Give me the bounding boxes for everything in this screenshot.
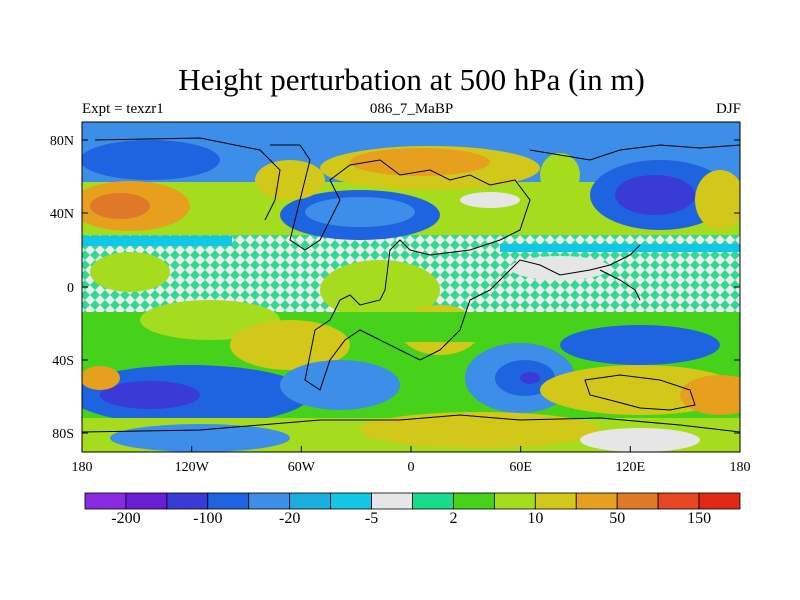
- filled-contours: [82, 122, 740, 452]
- colorbar-label: 10: [527, 510, 544, 527]
- y-tick-label: 80S: [52, 427, 74, 442]
- y-tick-label: 0: [67, 281, 74, 296]
- y-tick-label: 40N: [50, 207, 74, 222]
- colorbar: [84, 492, 741, 510]
- colorbar-swatch: [575, 492, 618, 510]
- colorbar-swatch: [453, 492, 495, 510]
- colorbar-swatch: [84, 492, 127, 510]
- x-tick-label: 180: [730, 460, 751, 475]
- y-tick-label: 40S: [52, 354, 74, 369]
- colorbar-swatch: [412, 492, 454, 510]
- period-label: 086_7_MaBP: [369, 101, 454, 117]
- colorbar-swatch: [657, 492, 700, 510]
- season-label: DJF: [715, 101, 741, 117]
- x-tick-label: 120E: [616, 460, 646, 475]
- colorbar-label: -20: [279, 510, 301, 527]
- x-tick-label: 120W: [175, 460, 210, 475]
- colorbar-swatch: [125, 492, 168, 510]
- x-tick-labels: 180 120W 60W 0 60E 120E 180: [72, 460, 751, 475]
- continent-outlines: [82, 137, 740, 433]
- x-tick-label: 0: [408, 460, 415, 475]
- experiment-label: Expt = texzr1: [82, 101, 164, 117]
- colorbar-swatch: [616, 492, 659, 510]
- colorbar-swatch: [493, 492, 536, 510]
- y-tick-labels: 80N 40N 0 40S 80S: [50, 134, 74, 442]
- colorbar-swatch: [534, 492, 577, 510]
- colorbar-label: 2: [449, 510, 458, 527]
- map-title: Height perturbation at 500 hPa (in m): [178, 62, 645, 97]
- colorbar-swatch: [248, 492, 291, 510]
- x-tick-label: 180: [72, 460, 93, 475]
- axis-ticks: [81, 139, 741, 452]
- colorbar-swatch: [289, 492, 332, 510]
- colorbar-swatch: [166, 492, 209, 510]
- colorbar-label: -100: [193, 510, 223, 527]
- colorbar-label: -200: [111, 510, 141, 527]
- colorbar-swatch: [330, 492, 372, 510]
- y-tick-label: 80N: [50, 134, 74, 149]
- colorbar-label: -5: [364, 510, 379, 527]
- colorbar-swatch: [698, 492, 741, 510]
- colorbar-label: 150: [687, 510, 712, 527]
- colorbar-swatch: [371, 492, 413, 510]
- colorbar-label: 50: [609, 510, 626, 527]
- x-tick-label: 60W: [288, 460, 316, 475]
- colorbar-swatch: [207, 492, 250, 510]
- x-tick-label: 60E: [509, 460, 532, 475]
